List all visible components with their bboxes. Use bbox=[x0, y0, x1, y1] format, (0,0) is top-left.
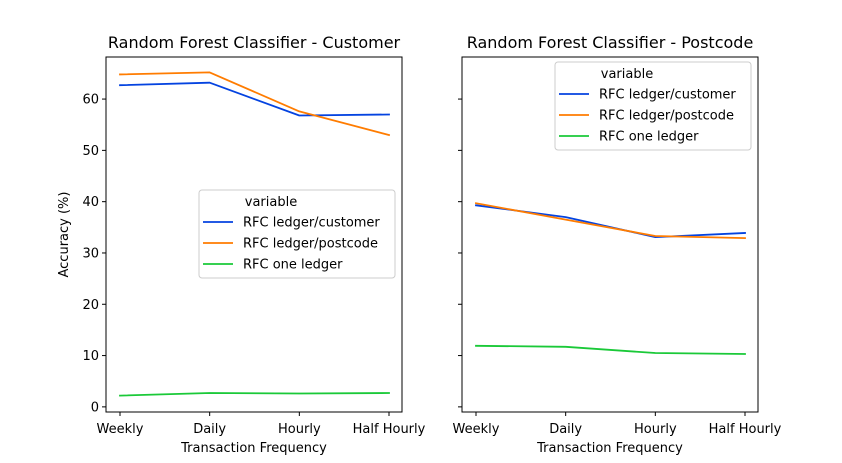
y-tick-label: 60 bbox=[82, 93, 99, 108]
legend-entry: RFC one ledger bbox=[243, 258, 343, 273]
y-tick-label: 20 bbox=[82, 298, 99, 313]
legend: variable RFC ledger/customer RFC ledger/po… bbox=[198, 189, 396, 279]
x-axis-label: Transaction Frequency bbox=[180, 441, 327, 456]
y-tick-label: 10 bbox=[82, 349, 99, 364]
x-tick-label: Hourly bbox=[278, 422, 321, 437]
legend-entry: RFC ledger/postcode bbox=[599, 109, 734, 124]
x-tick-label: Half Hourly bbox=[709, 422, 782, 437]
y-tick-label: 50 bbox=[82, 144, 99, 159]
axes-frame bbox=[461, 56, 759, 413]
chart-title: Random Forest Classifier - Postcode bbox=[467, 33, 754, 52]
x-tick-label: Weekly bbox=[453, 422, 500, 437]
series-line-3 bbox=[475, 344, 746, 355]
y-tick-label: 30 bbox=[82, 246, 99, 261]
y-tick-label: 40 bbox=[82, 195, 99, 210]
legend-entry: RFC one ledger bbox=[599, 130, 699, 145]
chart-panel-2: Random Forest Classifier - Postcode Weekl… bbox=[453, 33, 782, 456]
y-axis-label: Accuracy (%) bbox=[57, 192, 72, 278]
chart-panel-1: Random Forest Classifier - Customer Weekl… bbox=[57, 33, 426, 456]
chart-title: Random Forest Classifier - Customer bbox=[108, 33, 401, 52]
series-line-2 bbox=[474, 202, 746, 240]
x-axis-label: Transaction Frequency bbox=[536, 441, 683, 456]
x-tick-label: Hourly bbox=[634, 422, 677, 437]
axes-frame bbox=[105, 56, 403, 413]
x-tick-label: Daily bbox=[193, 422, 226, 437]
legend-entry: RFC ledger/customer bbox=[243, 216, 380, 231]
legend-title: variable bbox=[601, 67, 653, 82]
legend-entry: RFC ledger/postcode bbox=[243, 237, 378, 252]
legend-box bbox=[198, 189, 396, 279]
x-tick-label: Half Hourly bbox=[353, 422, 426, 437]
legend-box bbox=[554, 61, 752, 151]
series-line-3 bbox=[119, 392, 390, 397]
x-tick-label: Daily bbox=[549, 422, 582, 437]
y-tick-label: 0 bbox=[91, 400, 99, 415]
series-line-1 bbox=[119, 81, 390, 117]
legend-title: variable bbox=[245, 195, 297, 210]
series-line-2 bbox=[119, 71, 391, 137]
legend-entry: RFC ledger/customer bbox=[599, 88, 736, 103]
x-tick-label: Weekly bbox=[97, 422, 144, 437]
legend: variable RFC ledger/customer RFC ledger/po… bbox=[554, 61, 752, 151]
